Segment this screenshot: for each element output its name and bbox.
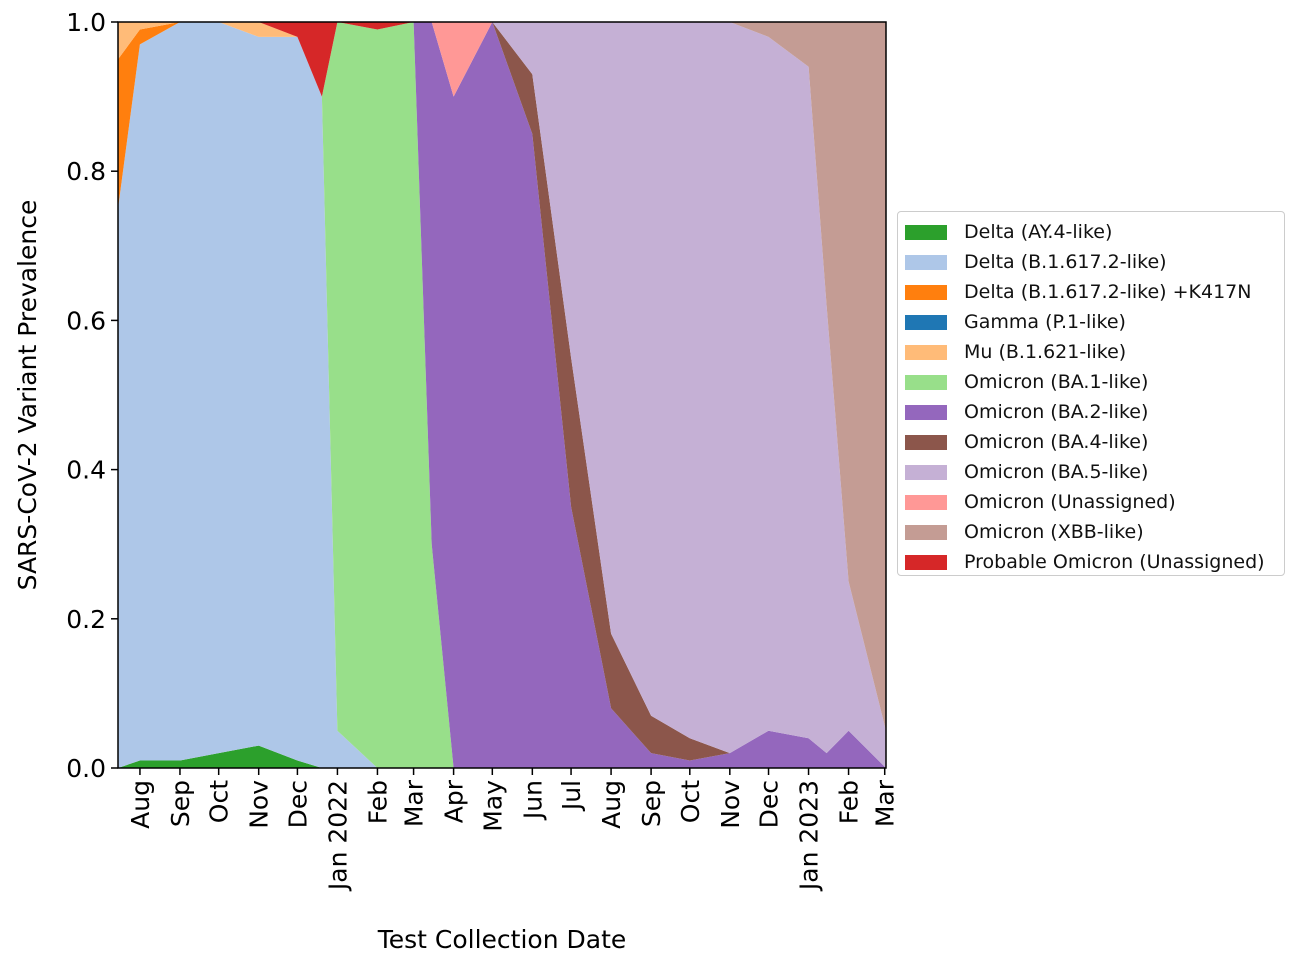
legend-item: Delta (B.1.617.2-like) (905, 247, 1284, 277)
x-tick-label: Apr (440, 779, 469, 823)
legend-item: Gamma (P.1-like) (905, 307, 1284, 337)
legend-swatch (905, 374, 947, 390)
area-series-1 (118, 22, 886, 768)
legend-item: Omicron (Unassigned) (905, 487, 1284, 517)
legend-item: Delta (B.1.617.2-like) +K417N (905, 277, 1284, 307)
x-tick-label: Dec (283, 780, 312, 828)
legend-swatch (905, 224, 947, 240)
x-tick-label: Nov (245, 780, 274, 829)
legend-swatch (905, 434, 947, 450)
legend-swatch (905, 344, 947, 360)
plot-area (118, 22, 886, 768)
x-axis-label: Test Collection Date (377, 925, 627, 954)
legend-item: Omicron (BA.4-like) (905, 427, 1284, 457)
legend-swatch (905, 464, 947, 480)
legend-swatch (905, 284, 947, 300)
legend-label: Omicron (BA.2-like) (964, 401, 1149, 423)
y-axis-label: SARS-CoV-2 Variant Prevalence (13, 200, 42, 591)
x-tick-label: Aug (597, 780, 626, 829)
x-tick-label: Nov (716, 780, 745, 829)
x-tick-label: Oct (205, 780, 234, 823)
legend-swatch (905, 554, 947, 570)
legend-label: Omicron (XBB-like) (964, 521, 1144, 543)
y-tick-label: 1.0 (66, 8, 106, 37)
legend-label: Mu (B.1.621-like) (964, 341, 1127, 363)
x-tick-label: Jan 2023 (795, 780, 824, 892)
x-tick-label: Oct (676, 780, 705, 823)
legend-item: Mu (B.1.621-like) (905, 337, 1284, 367)
legend-label: Gamma (P.1-like) (964, 311, 1126, 333)
legend-item: Omicron (XBB-like) (905, 517, 1284, 547)
legend-swatch (905, 314, 947, 330)
x-tick-label: Feb (363, 780, 392, 824)
legend-item: Probable Omicron (Unassigned) (905, 547, 1284, 577)
legend-swatch (905, 494, 947, 510)
x-tick-label: Feb (835, 780, 864, 824)
legend-label: Omicron (Unassigned) (964, 491, 1176, 513)
legend-swatch (905, 404, 947, 420)
legend-swatch (905, 524, 947, 540)
legend-label: Omicron (BA.4-like) (964, 431, 1149, 453)
x-tick-label: Dec (755, 780, 784, 828)
legend-label: Delta (B.1.617.2-like) +K417N (964, 281, 1252, 303)
plot-frame (117, 21, 887, 769)
y-tick-label: 0.2 (66, 605, 106, 634)
x-tick-label: Mar (400, 779, 429, 827)
x-tick-label: Sep (166, 780, 195, 827)
area-series-11 (118, 22, 886, 97)
y-axis: 0.0 0.2 0.4 0.6 0.8 1.0 (66, 8, 118, 783)
legend-label: Omicron (BA.1-like) (964, 371, 1149, 393)
y-tick-label: 0.8 (66, 157, 106, 186)
legend-label: Probable Omicron (Unassigned) (964, 551, 1265, 573)
area-series-6 (118, 22, 886, 768)
x-tick-label: Mar (871, 779, 900, 827)
y-tick-label: 0.4 (66, 456, 106, 485)
legend-item: Delta (AY.4-like) (905, 217, 1284, 247)
x-tick-label: Jan 2022 (323, 780, 352, 892)
x-tick-label: Jul (557, 780, 586, 812)
area-series-0 (118, 745, 886, 768)
y-tick-label: 0.0 (66, 754, 106, 783)
legend-label: Delta (AY.4-like) (964, 221, 1113, 243)
legend-label: Omicron (BA.5-like) (964, 461, 1149, 483)
x-axis: Aug Sep Oct Nov Dec Jan 2022 Feb Mar Apr May Jun Ju… (126, 768, 900, 892)
x-tick-label: Sep (637, 780, 666, 827)
legend-item: Omicron (BA.5-like) (905, 457, 1284, 487)
area-series-8 (118, 22, 886, 768)
legend-label: Delta (B.1.617.2-like) (964, 251, 1167, 273)
legend: Delta (AY.4-like) Delta (B.1.617.2-like) D… (897, 211, 1285, 576)
x-tick-label: Jun (518, 780, 547, 821)
x-tick-label: Aug (126, 780, 155, 829)
legend-item: Omicron (BA.2-like) (905, 397, 1284, 427)
x-tick-label: May (478, 780, 507, 832)
legend-swatch (905, 254, 947, 270)
y-tick-label: 0.6 (66, 306, 106, 335)
legend-item: Omicron (BA.1-like) (905, 367, 1284, 397)
